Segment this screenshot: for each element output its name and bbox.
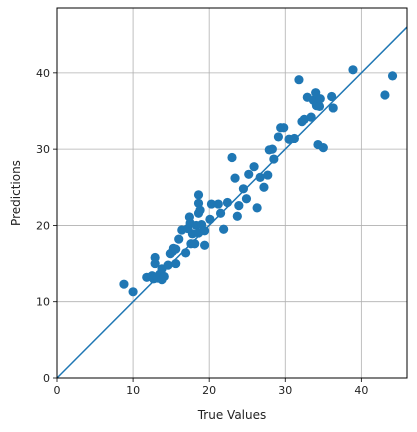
data-point (193, 198, 204, 208)
data-point (249, 162, 259, 172)
data-point (327, 91, 337, 102)
data-point (238, 184, 249, 194)
data-point (119, 279, 129, 289)
x-tick-label: 10 (126, 384, 140, 397)
data-point (205, 214, 215, 224)
data-point (171, 258, 181, 269)
x-tick-label: 40 (354, 384, 368, 397)
x-axis-ticks: 0 10 20 30 40 (54, 378, 368, 397)
data-point (294, 75, 304, 85)
data-point (222, 197, 233, 208)
data-point (244, 169, 254, 179)
plot-frame (56, 7, 408, 379)
data-point (318, 143, 328, 153)
data-point (200, 240, 210, 250)
data-point (193, 190, 204, 200)
data-point (171, 244, 181, 254)
data-point (230, 173, 240, 183)
grid-lines (56, 8, 407, 379)
data-point (200, 226, 210, 236)
x-axis-label: True Values (197, 408, 267, 422)
data-point (190, 239, 200, 249)
y-tick-label: 30 (36, 143, 50, 156)
data-point (213, 199, 223, 209)
data-point (232, 211, 242, 221)
data-point (348, 65, 358, 75)
data-point (314, 101, 325, 112)
x-tick-label: 30 (278, 384, 292, 397)
data-point (315, 94, 325, 104)
data-point (279, 123, 289, 133)
y-axis-ticks: 0 10 20 30 40 (36, 67, 57, 385)
x-tick-label: 0 (54, 384, 61, 397)
data-point (259, 182, 269, 192)
data-point (195, 205, 205, 215)
data-point (252, 203, 262, 213)
data-point (255, 172, 265, 182)
data-point (206, 199, 217, 209)
data-point (273, 132, 284, 142)
y-axis-label: Predictions (9, 160, 23, 226)
data-point (150, 252, 160, 263)
data-point (267, 144, 277, 154)
data-point (180, 248, 191, 258)
data-point (387, 71, 398, 81)
data-point (306, 112, 316, 122)
y-tick-label: 10 (36, 296, 50, 309)
data-point (174, 234, 184, 244)
data-point (234, 200, 244, 211)
data-point (215, 208, 226, 218)
data-point (241, 194, 252, 204)
data-point (219, 224, 229, 234)
data-point (328, 103, 338, 113)
data-point (163, 260, 173, 270)
data-point (227, 152, 237, 163)
data-point (380, 90, 390, 100)
y-tick-label: 40 (36, 67, 50, 80)
data-points (119, 65, 398, 297)
data-point (128, 287, 138, 297)
data-point (159, 271, 169, 282)
data-point (263, 170, 273, 180)
data-point (289, 133, 299, 144)
y-tick-label: 20 (36, 219, 50, 232)
data-point (269, 154, 279, 164)
y-tick-label: 0 (43, 372, 50, 385)
x-tick-label: 20 (202, 384, 216, 397)
